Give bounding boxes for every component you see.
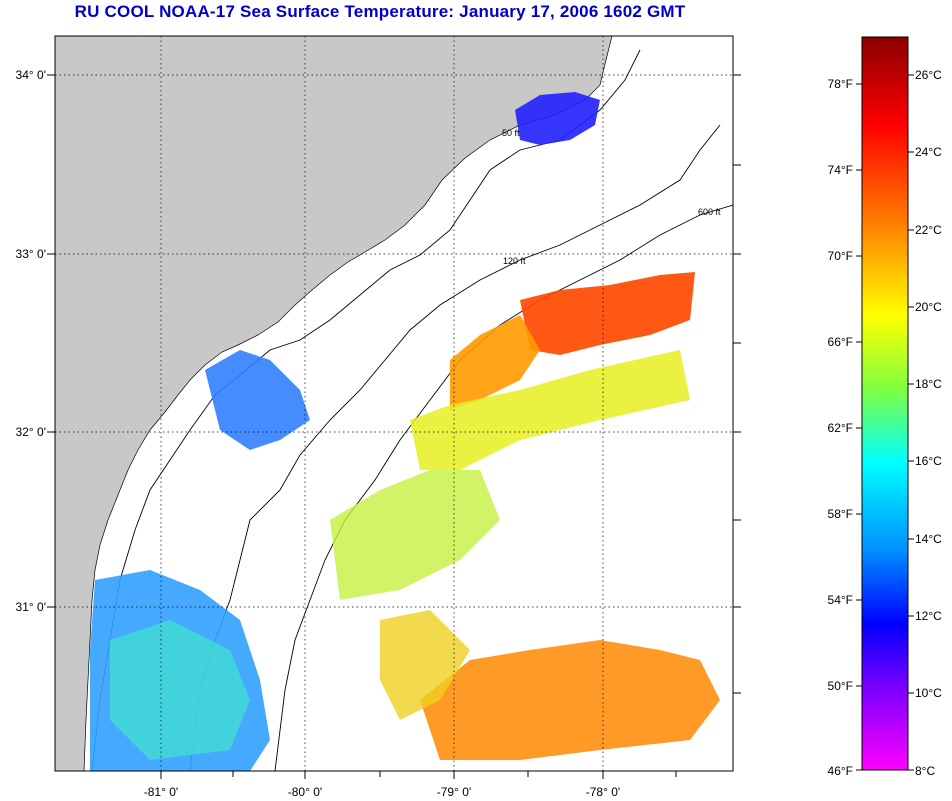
chart-title: RU COOL NOAA-17 Sea Surface Temperature:… <box>74 2 686 21</box>
scale-c-22: 22°C <box>915 223 942 237</box>
scale-f-50: 50°F <box>828 679 853 693</box>
lon-label-80: -80° 0' <box>288 785 322 799</box>
color-scale-ticks <box>856 74 914 771</box>
tick-marks <box>47 74 741 779</box>
scale-c-12: 12°C <box>915 609 942 623</box>
scale-c-18: 18°C <box>915 377 942 391</box>
contour-50ft <box>91 49 641 771</box>
land-mass <box>55 36 613 771</box>
scale-c-14: 14°C <box>915 532 942 546</box>
scale-f-54: 54°F <box>828 593 853 607</box>
color-scale-bar <box>861 36 909 771</box>
color-scale-legend: 78°F 74°F 70°F 66°F 62°F 58°F 54°F 50°F … <box>828 36 942 778</box>
scale-c-8: 8°C <box>915 764 935 778</box>
sst-coastal-blue <box>205 350 310 450</box>
sst-yellow-band <box>410 350 690 470</box>
scale-c-26: 26°C <box>915 68 942 82</box>
scale-f-62: 62°F <box>828 421 853 435</box>
scale-f-78: 78°F <box>828 77 853 91</box>
map-frame <box>54 35 734 772</box>
scale-f-66: 66°F <box>828 335 853 349</box>
contour-label-600ft: 600 ft <box>698 207 721 217</box>
scale-c-16: 16°C <box>915 454 942 468</box>
contour-120ft <box>189 124 721 771</box>
lon-label-81: -81° 0' <box>144 785 178 799</box>
scale-c-10: 10°C <box>915 686 942 700</box>
lat-label-32: 32° 0' <box>16 425 46 439</box>
scale-c-24: 24°C <box>915 145 942 159</box>
lon-label-78: -78° 0' <box>586 785 620 799</box>
lat-label-31: 31° 0' <box>16 600 46 614</box>
sst-warm-core <box>520 272 695 355</box>
sst-mid-yellow <box>330 470 500 600</box>
lat-label-34: 34° 0' <box>16 68 46 82</box>
lat-label-33: 33° 0' <box>16 247 46 261</box>
map-panel <box>55 36 733 771</box>
contour-label-120ft: 120 ft <box>503 256 526 266</box>
scale-f-74: 74°F <box>828 163 853 177</box>
sst-warm-band <box>450 315 540 410</box>
scale-c-20: 20°C <box>915 300 942 314</box>
contour-label-50ft: 50 ft <box>502 128 520 138</box>
sst-south-orange <box>420 640 720 760</box>
lon-label-79: -79° 0' <box>437 785 471 799</box>
sst-south-yellow <box>380 610 470 720</box>
sst-southwest-cyan <box>110 620 250 760</box>
scale-f-46: 46°F <box>828 764 853 778</box>
scale-f-58: 58°F <box>828 507 853 521</box>
scale-f-70: 70°F <box>828 249 853 263</box>
graticule <box>55 36 733 771</box>
sst-cold-north <box>515 92 600 145</box>
